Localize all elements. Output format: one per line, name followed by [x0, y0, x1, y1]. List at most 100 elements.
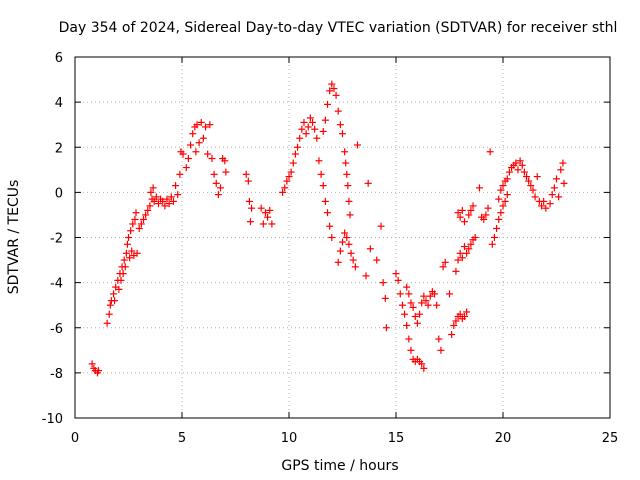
data-point [174, 191, 182, 199]
data-point [120, 256, 128, 264]
data-point [555, 193, 563, 201]
data-point [493, 224, 501, 232]
data-point [149, 184, 157, 192]
data-point [345, 240, 353, 248]
data-point [257, 204, 265, 212]
data-point [126, 254, 134, 262]
x-tick-label: 10 [281, 431, 298, 446]
data-point [533, 173, 541, 181]
data-point [330, 85, 338, 93]
x-tick-label: 25 [602, 431, 619, 446]
data-point [147, 188, 155, 196]
data-point [195, 139, 203, 147]
data-point [328, 80, 336, 88]
data-point [403, 283, 411, 291]
data-point [512, 159, 520, 167]
data-point [426, 292, 434, 300]
data-point [131, 215, 139, 223]
data-point [456, 249, 464, 257]
data-point [115, 285, 123, 293]
data-point [152, 193, 160, 201]
data-point [439, 263, 447, 271]
data-point [291, 150, 299, 158]
data-point [499, 202, 507, 210]
x-tick-label: 15 [388, 431, 405, 446]
data-point [463, 308, 471, 316]
data-point [189, 130, 197, 138]
data-point [324, 209, 332, 217]
data-point [497, 209, 505, 217]
data-point [298, 125, 306, 133]
data-point [484, 204, 492, 212]
data-point [105, 310, 113, 318]
x-tick-label: 0 [71, 431, 79, 446]
data-point [128, 247, 136, 255]
data-point [450, 321, 458, 329]
data-point [373, 256, 381, 264]
data-point [465, 211, 473, 219]
data-point [268, 220, 276, 228]
data-point [346, 211, 354, 219]
grid-lines [75, 57, 610, 418]
data-point [503, 175, 511, 183]
data-point [246, 218, 254, 226]
data-point [319, 182, 327, 190]
data-point [525, 177, 533, 185]
data-point [416, 310, 424, 318]
plot-frame [74, 56, 611, 419]
data-point [144, 206, 152, 214]
data-point [550, 184, 558, 192]
data-point [137, 220, 145, 228]
data-point [111, 297, 119, 305]
data-point [463, 249, 471, 257]
data-point [433, 301, 441, 309]
data-point [458, 206, 466, 214]
data-point [379, 279, 387, 287]
data-points [88, 80, 568, 377]
data-point [199, 134, 207, 142]
data-point [409, 303, 417, 311]
data-point [161, 202, 169, 210]
data-point [540, 197, 548, 205]
data-point [456, 310, 464, 318]
data-point [488, 240, 496, 248]
data-point [279, 188, 287, 196]
data-point [287, 168, 295, 176]
data-point [133, 249, 141, 257]
y-tick-label: -10 [42, 412, 63, 427]
data-point [435, 335, 443, 343]
data-point [264, 213, 272, 221]
data-point [482, 211, 490, 219]
data-point [192, 148, 200, 156]
data-point [206, 121, 214, 129]
data-point [431, 290, 439, 298]
data-point [344, 182, 352, 190]
data-point [424, 301, 432, 309]
data-point [475, 184, 483, 192]
data-point [210, 170, 218, 178]
data-point [281, 184, 289, 192]
data-point [401, 310, 409, 318]
x-tick-label: 5 [178, 431, 186, 446]
data-point [319, 127, 327, 135]
data-point [495, 215, 503, 223]
data-point [341, 148, 349, 156]
data-point [326, 222, 334, 230]
data-point [187, 141, 195, 149]
data-point [122, 249, 130, 257]
data-point [154, 200, 162, 208]
data-point [398, 301, 406, 309]
data-point [197, 118, 205, 126]
data-point [460, 312, 468, 320]
data-point [467, 240, 475, 248]
data-point [542, 204, 550, 212]
data-point [261, 209, 269, 217]
data-point [418, 360, 426, 368]
axis-ticks: 0 5 10 15 20 25 -10 -8 -6 -4 -2 0 2 4 6 [42, 51, 619, 446]
data-point [244, 177, 252, 185]
data-point [514, 166, 522, 174]
data-point [193, 121, 201, 129]
data-point [317, 170, 325, 178]
data-point [454, 256, 462, 264]
